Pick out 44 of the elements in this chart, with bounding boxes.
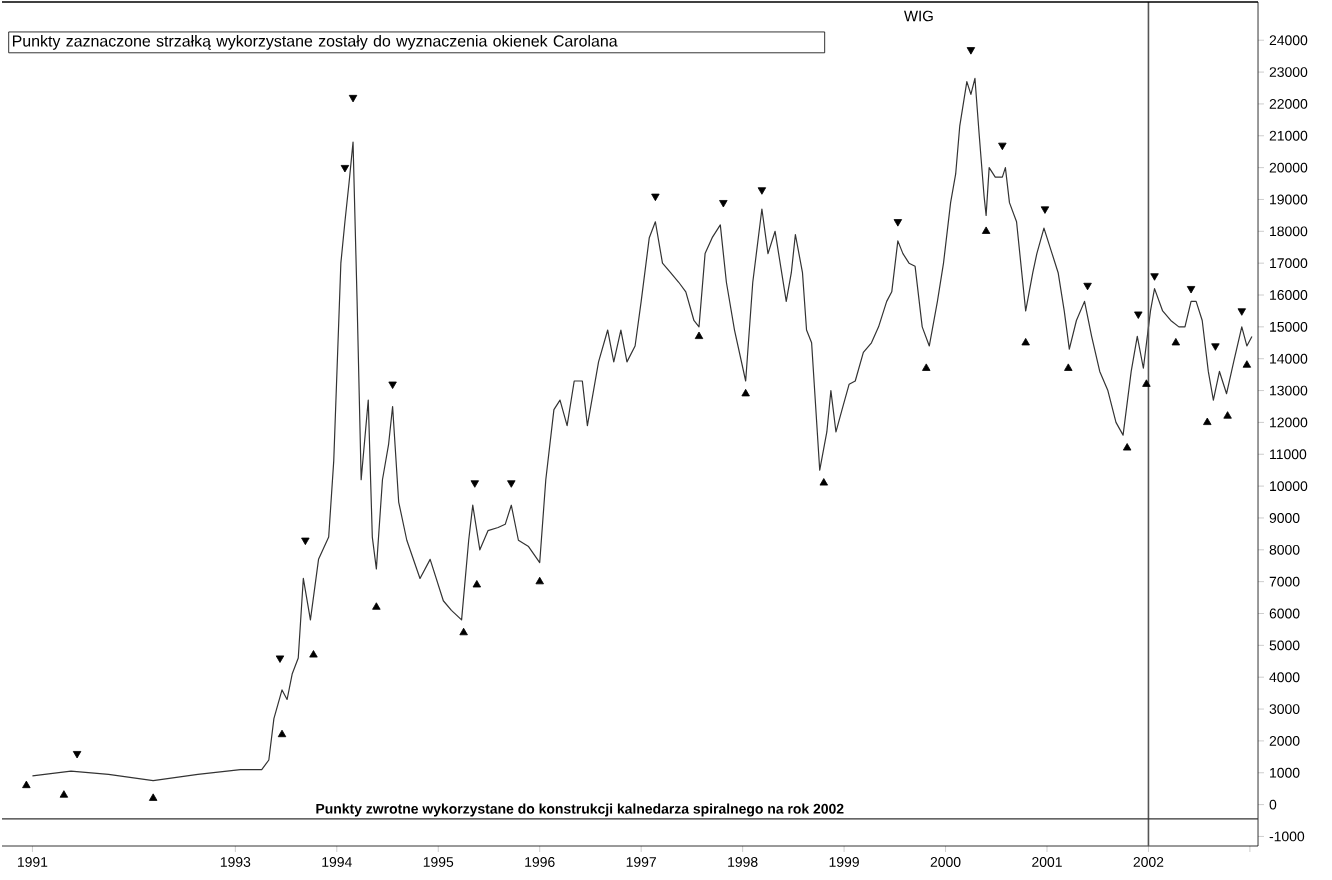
point [507, 480, 516, 488]
point [472, 580, 482, 588]
point [1083, 282, 1092, 291]
point [1237, 308, 1246, 316]
point [72, 751, 82, 759]
point [1142, 379, 1151, 387]
point [1040, 206, 1050, 214]
point [459, 627, 468, 636]
point [1211, 343, 1220, 351]
point [1223, 411, 1232, 419]
line-series [31, 77, 1253, 782]
point [1203, 417, 1212, 425]
point [148, 793, 158, 801]
point [372, 602, 381, 610]
point [1134, 311, 1143, 319]
point [309, 650, 318, 658]
point [966, 47, 976, 55]
point [694, 331, 704, 339]
point [388, 381, 397, 389]
point [819, 478, 828, 486]
point [1242, 360, 1252, 368]
point [22, 780, 31, 789]
point [998, 142, 1007, 151]
point [1171, 338, 1181, 346]
point [893, 219, 903, 227]
point [719, 200, 728, 208]
point [1150, 273, 1159, 281]
point [757, 187, 767, 195]
point [59, 790, 69, 798]
point [348, 94, 358, 103]
point [981, 226, 991, 234]
point [1064, 363, 1073, 371]
point [275, 655, 285, 663]
point [1021, 338, 1030, 346]
point [1122, 443, 1132, 451]
point [470, 480, 479, 488]
point [340, 165, 350, 173]
point [922, 363, 931, 371]
point [651, 193, 660, 202]
point [535, 576, 544, 585]
point [277, 729, 287, 738]
point [1186, 286, 1196, 294]
point [741, 388, 750, 397]
point [301, 537, 310, 546]
